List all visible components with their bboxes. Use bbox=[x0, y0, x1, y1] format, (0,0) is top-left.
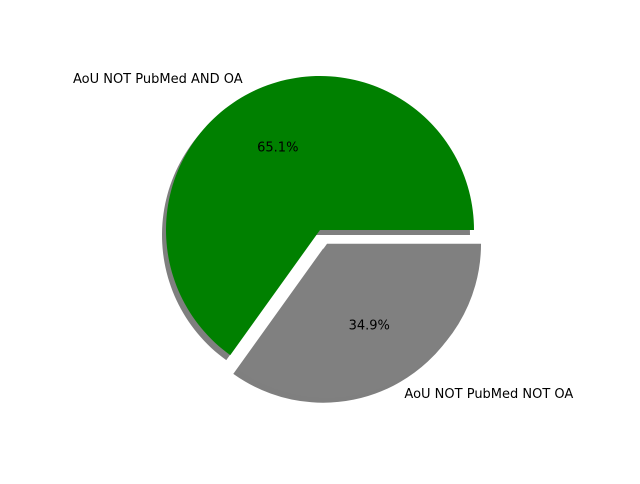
slice-percent-aou-not-pubmed-not-oa: 34.9% bbox=[349, 318, 390, 333]
pie-slice-aou-not-pubmed-and-oa bbox=[166, 76, 474, 356]
label-layer: AoU NOT PubMed AND OA 65.1% AoU NOT PubMed… bbox=[73, 72, 573, 402]
pie-slice-aou-not-pubmed-not-oa bbox=[237, 243, 482, 398]
slice-layer bbox=[166, 76, 482, 398]
slice-label-aou-not-pubmed-and-oa: AoU NOT PubMed AND OA bbox=[73, 72, 243, 87]
slice-label-aou-not-pubmed-not-oa: AoU NOT PubMed NOT OA bbox=[404, 387, 573, 402]
slice-percent-aou-not-pubmed-and-oa: 65.1% bbox=[257, 140, 298, 155]
